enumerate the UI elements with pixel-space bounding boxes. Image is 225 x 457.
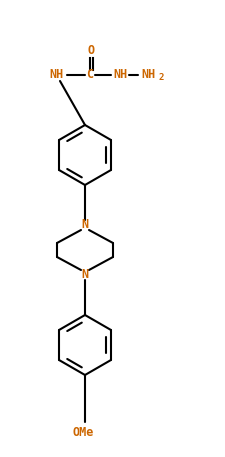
Text: 2: 2 [158, 73, 164, 81]
Text: OMe: OMe [72, 426, 94, 440]
Text: N: N [81, 218, 89, 232]
Text: O: O [88, 43, 94, 57]
Text: NH: NH [50, 69, 64, 81]
Text: NH: NH [113, 69, 127, 81]
Text: N: N [81, 269, 89, 282]
Text: NH: NH [142, 69, 156, 81]
Text: C: C [86, 69, 94, 81]
